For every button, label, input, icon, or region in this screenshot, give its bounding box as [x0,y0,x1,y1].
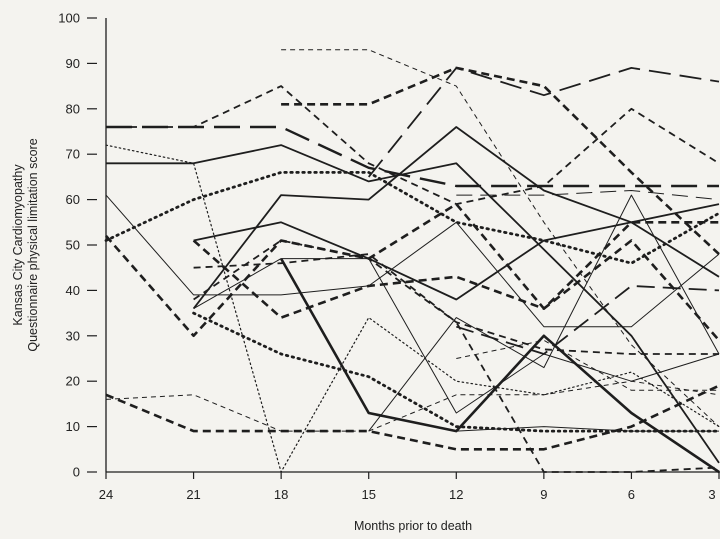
series-line-8 [105,194,720,328]
series-line-21 [456,190,720,201]
series-line-13 [105,202,719,338]
y-tick-label: 80 [66,101,80,116]
series-line-14 [192,239,720,342]
x-tick-label: 18 [274,487,288,502]
series-line-7 [192,126,720,310]
series-line-20 [193,258,720,414]
series-line-15 [193,239,719,355]
y-tick-label: 20 [66,374,80,389]
series-line-23 [456,426,719,432]
x-tick-label: 15 [361,487,375,502]
series-line-2 [281,66,720,256]
x-tick-label: 3 [708,487,715,502]
x-tick-label: 21 [186,487,200,502]
axes-layer [105,18,720,473]
x-axis-title: Months prior to death [354,519,472,533]
series-line-16 [105,384,720,451]
y-tick-label: 40 [66,283,80,298]
x-ticks: 24 21 18 15 12 9 6 3 [99,472,720,502]
y-tick-label: 100 [58,11,80,26]
y-tick-label: 90 [66,56,80,71]
series-line-9 [193,221,720,301]
y-tick-label: 60 [66,192,80,207]
series-line-22 [193,253,720,473]
series-line-6 [106,144,720,464]
y-ticks: 0 10 20 30 40 50 60 70 80 90 100 [58,11,97,480]
series-line-24 [456,339,719,391]
series-line-11 [104,171,720,265]
y-tick-label: 30 [66,328,80,343]
y-axis-title: Kansas City Cardiomyopathy Questionnaire… [11,138,40,351]
x-tick-label: 9 [540,487,547,502]
x-tick-label: 12 [449,487,463,502]
series-line-17 [105,380,720,432]
y-axis-title-line-1: Kansas City Cardiomyopathy [11,164,25,326]
series-line-4 [106,85,720,205]
y-tick-label: 0 [73,465,80,480]
series-line-19 [368,194,720,432]
series-line-25 [456,285,720,355]
y-tick-label: 50 [66,238,80,253]
series-line-1 [106,125,719,188]
x-tick-label: 6 [628,487,635,502]
series-line-18 [105,144,720,473]
series-lines-layer [104,49,720,474]
x-tick-label: 24 [99,487,113,502]
y-tick-label: 10 [66,419,80,434]
series-line-3 [367,67,720,178]
y-tick-label: 70 [66,147,80,162]
y-axis-title-line-2: Questionnaire physical limitation score [26,138,40,351]
